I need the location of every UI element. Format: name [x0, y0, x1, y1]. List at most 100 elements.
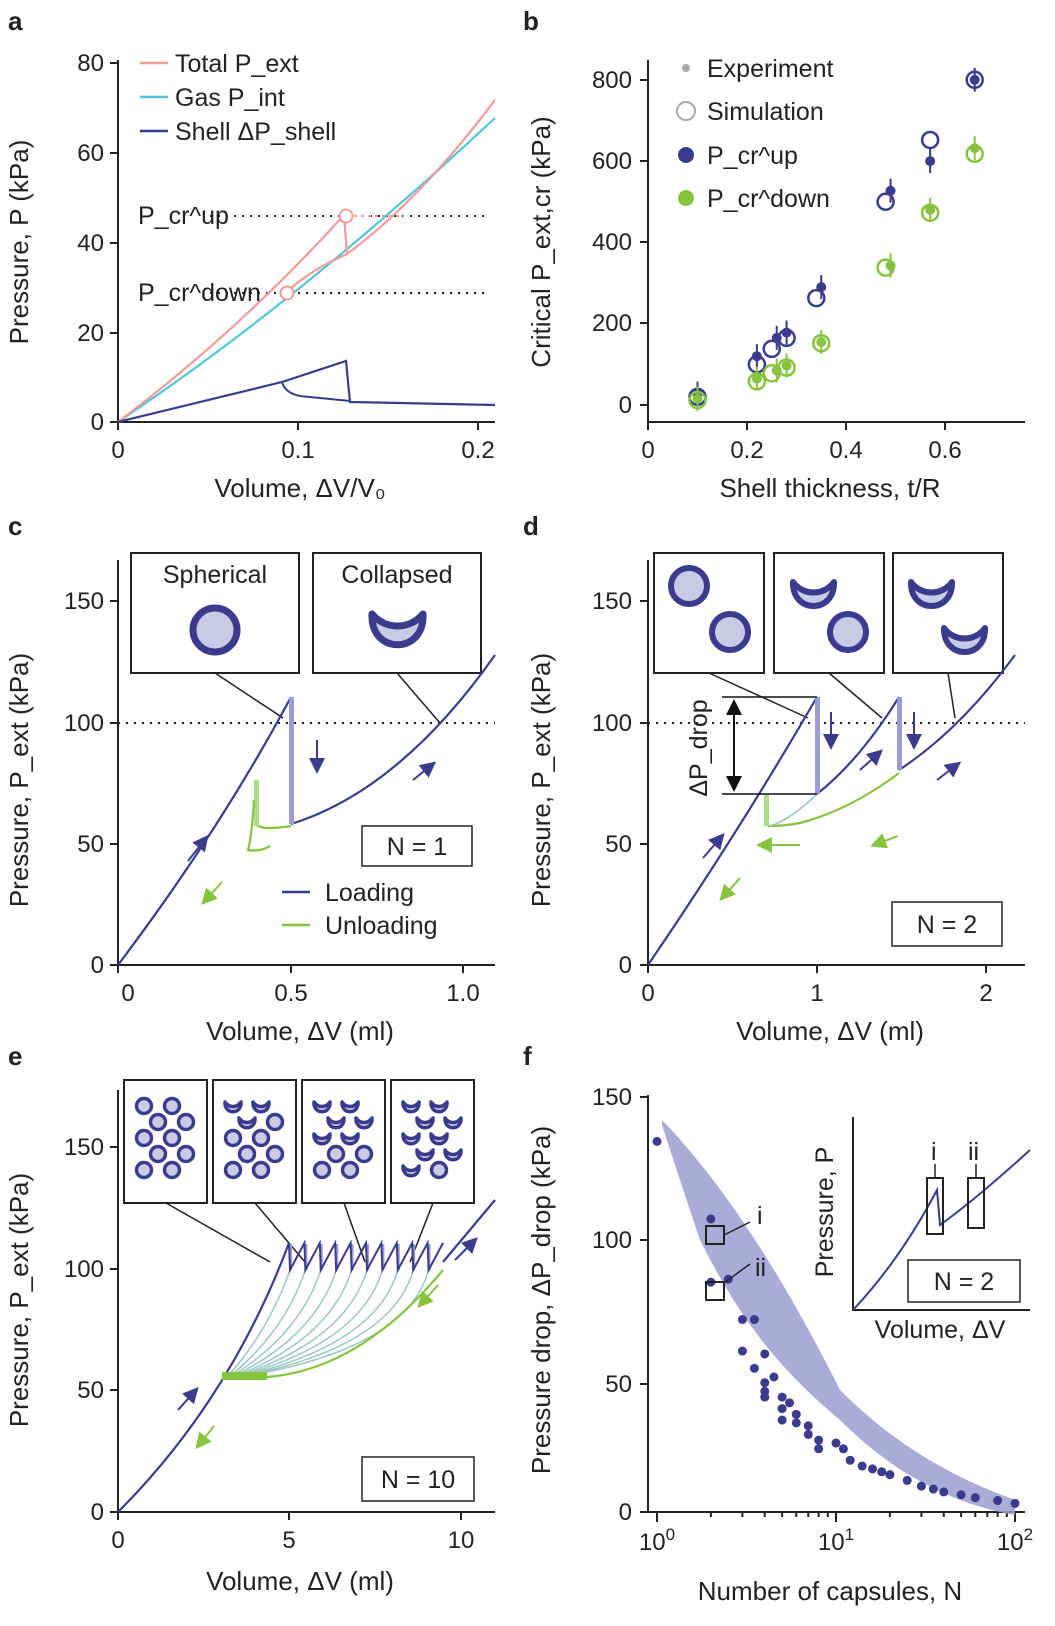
a-legend-shell: Shell ΔP_shell: [175, 118, 336, 146]
c-xtick-0.5: 0.5: [274, 980, 307, 1007]
a-ytick-60: 60: [77, 140, 104, 167]
d-ylabel: Pressure, P_ext (kPa): [526, 653, 556, 907]
e-capsule-spherical: [265, 1112, 285, 1132]
f-point: [803, 1421, 813, 1431]
c-legend-loading: Loading: [325, 879, 414, 907]
d-xtick-2: 2: [979, 980, 992, 1007]
e-capsule-collapsed: [312, 1100, 332, 1114]
f-point: [777, 1404, 787, 1414]
f-point: [749, 1363, 759, 1373]
b-xtick-0.4: 0.4: [829, 437, 862, 464]
a-xlabel: Volume, ΔV/V₀: [214, 473, 385, 503]
e-capsule-spherical: [326, 1144, 346, 1164]
e-capsule-spherical: [176, 1144, 196, 1164]
f-point: [803, 1429, 813, 1439]
b-ylabel: Critical P_ext,cr (kPa): [526, 116, 556, 367]
panel-letter-a: a: [8, 6, 23, 36]
b-ytick-0: 0: [619, 392, 632, 419]
f-xlabel: Number of capsules, N: [698, 1576, 962, 1606]
e-capsule-spherical: [134, 1128, 154, 1148]
e-capsule-spherical: [148, 1112, 168, 1132]
e-capsule-collapsed: [340, 1100, 360, 1114]
panel-d: 0 50 100 150 0 1 2 Volume, ΔV (ml) Press…: [526, 552, 1025, 1046]
e-capsule-collapsed: [354, 1116, 374, 1130]
f-point: [749, 1315, 759, 1325]
a-ytick-20: 20: [77, 320, 104, 347]
c-inset-collapsed: [312, 552, 482, 674]
f-point: [814, 1444, 824, 1454]
e-capsule-spherical: [162, 1128, 182, 1148]
f-point: [877, 1467, 887, 1477]
c-inset-spherical-label: Spherical: [163, 561, 267, 589]
f-point: [939, 1487, 949, 1497]
d-ytick-150: 150: [592, 588, 632, 615]
f-point: [1010, 1498, 1020, 1508]
e-capsule-collapsed: [415, 1148, 435, 1162]
b-xtick-0.2: 0.2: [730, 437, 763, 464]
c-ytick-0: 0: [91, 952, 104, 979]
f-inset: Pressure, P Volume, ΔV i ii N = 2: [811, 1117, 1031, 1344]
e-n-box: [361, 1456, 475, 1502]
b-exp-point: [751, 373, 762, 384]
b-sim-point: [688, 390, 707, 410]
e-sawtooth: [288, 1239, 444, 1274]
b-ytick-600: 600: [592, 148, 632, 175]
e-thin-curve: [243, 1269, 414, 1377]
e-ylabel: Pressure, P_ext (kPa): [4, 1173, 34, 1427]
d-xtick-1: 1: [810, 980, 823, 1007]
e-inset-leader: [254, 1202, 306, 1263]
e-capsule-spherical: [134, 1096, 154, 1116]
e-capsule-collapsed: [443, 1116, 463, 1130]
panel-a: 0 20 40 60 80 0 0.1 0.2 Volume, ΔV/V₀ Pr…: [4, 50, 496, 503]
b-sim-point: [777, 328, 796, 348]
e-capsule-collapsed: [251, 1100, 271, 1114]
f-point: [916, 1481, 926, 1491]
e-capsule-collapsed: [443, 1148, 463, 1162]
e-thin-curve: [235, 1269, 353, 1377]
panel-f: 0 50 100 150 100 101 102 Number of capsu…: [526, 1084, 1033, 1606]
d-ytick-100: 100: [592, 710, 632, 737]
e-inset-leader: [343, 1202, 366, 1263]
f-point: [777, 1415, 787, 1425]
f-point: [785, 1398, 795, 1408]
e-capsule-spherical: [134, 1160, 154, 1180]
f-point: [760, 1378, 770, 1388]
f-ylabel: Pressure drop, ΔP_drop (kPa): [526, 1126, 556, 1474]
b-sim-point: [876, 192, 895, 211]
e-capsule-spherical: [223, 1160, 243, 1180]
a-xtick-0.2: 0.2: [461, 437, 494, 464]
f-point: [769, 1372, 779, 1382]
b-exp-point: [969, 74, 980, 85]
f-xtick-1: 100: [639, 1525, 675, 1556]
c-unloading-curve: [254, 779, 292, 830]
b-legend-pcr-down: P_cr^down: [707, 185, 830, 213]
e-capsule-spherical: [340, 1160, 360, 1180]
e-ytick-0: 0: [91, 1499, 104, 1526]
c-loading-curve: [117, 696, 292, 966]
b-sim-point: [777, 358, 796, 377]
b-xtick-0: 0: [641, 437, 654, 464]
f-point: [831, 1438, 841, 1448]
f-xtick-100: 102: [997, 1525, 1033, 1556]
panel-letter-e: e: [8, 1041, 22, 1071]
e-thin-curve: [241, 1269, 399, 1377]
f-point: [838, 1444, 848, 1454]
f-point: [737, 1346, 747, 1356]
c-n-box: [361, 825, 473, 867]
e-capsule-collapsed: [401, 1132, 421, 1146]
panel-letter-f: f: [523, 1041, 532, 1071]
f-inset-ylabel: Pressure, P: [811, 1147, 839, 1278]
panel-e: 0 50 100 150 0 5 10 Volume, ΔV (ml) Pres…: [4, 1079, 496, 1596]
f-point: [791, 1409, 801, 1419]
b-sim-point: [807, 288, 826, 308]
e-capsule-spherical: [223, 1128, 243, 1148]
e-capsule-spherical: [251, 1128, 271, 1148]
a-ylabel: Pressure, P (kPa): [4, 140, 34, 345]
a-ytick-80: 80: [77, 50, 104, 77]
f-xticks: [656, 1512, 1016, 1522]
e-capsule-spherical: [148, 1144, 168, 1164]
f-point: [885, 1470, 895, 1480]
f-point: [857, 1461, 867, 1471]
b-sim-point: [920, 203, 940, 222]
